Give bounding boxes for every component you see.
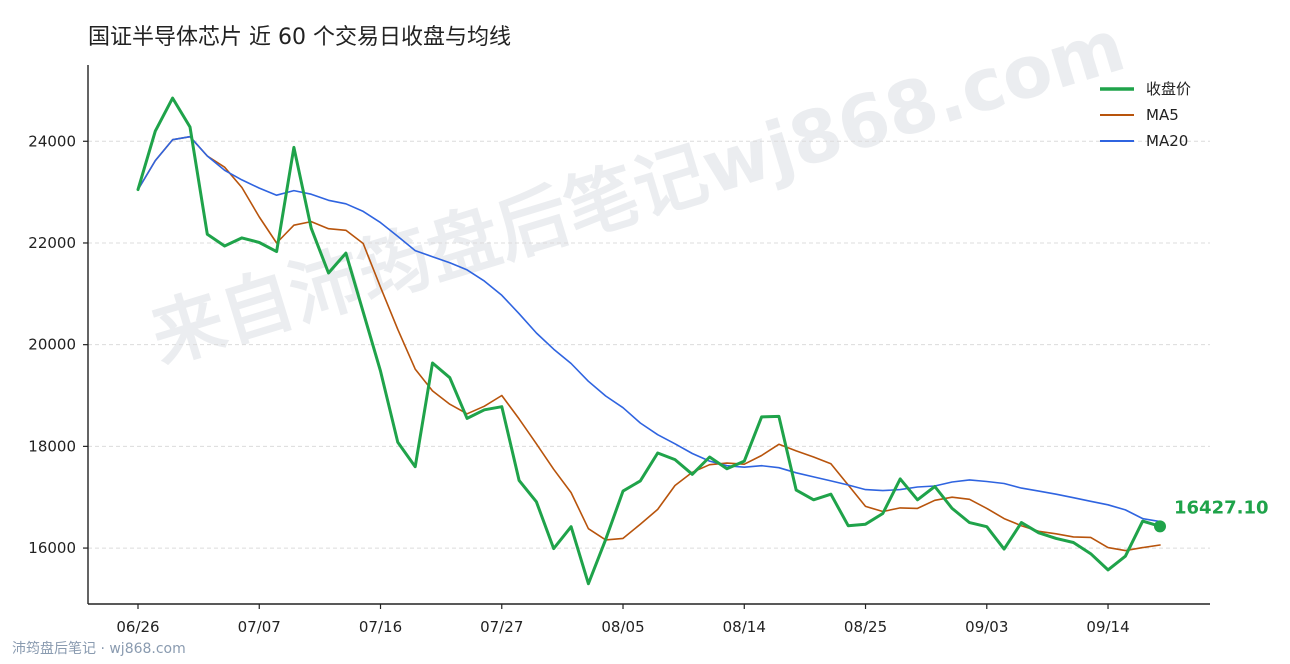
chart-title: 国证半导体芯片 近 60 个交易日收盘与均线 — [88, 25, 511, 50]
y-tick-label: 24000 — [28, 132, 76, 150]
x-tick-label: 09/03 — [965, 618, 1008, 636]
series-line-ma20 — [137, 135, 1161, 523]
x-tick-label: 09/14 — [1086, 618, 1129, 636]
series-lines — [136, 96, 1162, 586]
y-tick-label: 20000 — [28, 336, 76, 354]
series-line-close — [136, 96, 1162, 586]
grid-lines — [88, 140, 1210, 549]
footer-credit: 沛筠盘后笔记 · wj868.com — [12, 640, 186, 657]
x-tick-label: 06/26 — [116, 618, 159, 636]
legend: 收盘价 MA5 MA20 — [1100, 80, 1191, 150]
axes — [87, 65, 1210, 605]
x-tick-label: 08/14 — [723, 618, 766, 636]
y-tick-label: 18000 — [28, 437, 76, 455]
x-tick-label: 07/27 — [480, 618, 523, 636]
y-tick-label: 16000 — [28, 539, 76, 557]
x-tick-label: 08/05 — [601, 618, 644, 636]
end-marker-group: 16427.10 — [1154, 497, 1269, 533]
x-tick-label: 08/25 — [844, 618, 887, 636]
x-axis-ticks: 06/26 07/07 07/16 07/27 08/05 08/14 08/25 09/03… — [116, 604, 1130, 636]
end-value-label: 16427.10 — [1174, 497, 1269, 518]
series-line-ma5 — [137, 135, 1161, 552]
x-tick-label: 07/16 — [359, 618, 402, 636]
y-axis-ticks: 16000 18000 20000 22000 24000 — [28, 132, 88, 557]
legend-label: 收盘价 — [1146, 80, 1191, 98]
end-point-marker — [1154, 520, 1166, 533]
legend-label: MA20 — [1146, 132, 1188, 150]
legend-label: MA5 — [1146, 106, 1179, 124]
x-tick-label: 07/07 — [238, 618, 281, 636]
y-tick-label: 22000 — [28, 234, 76, 252]
